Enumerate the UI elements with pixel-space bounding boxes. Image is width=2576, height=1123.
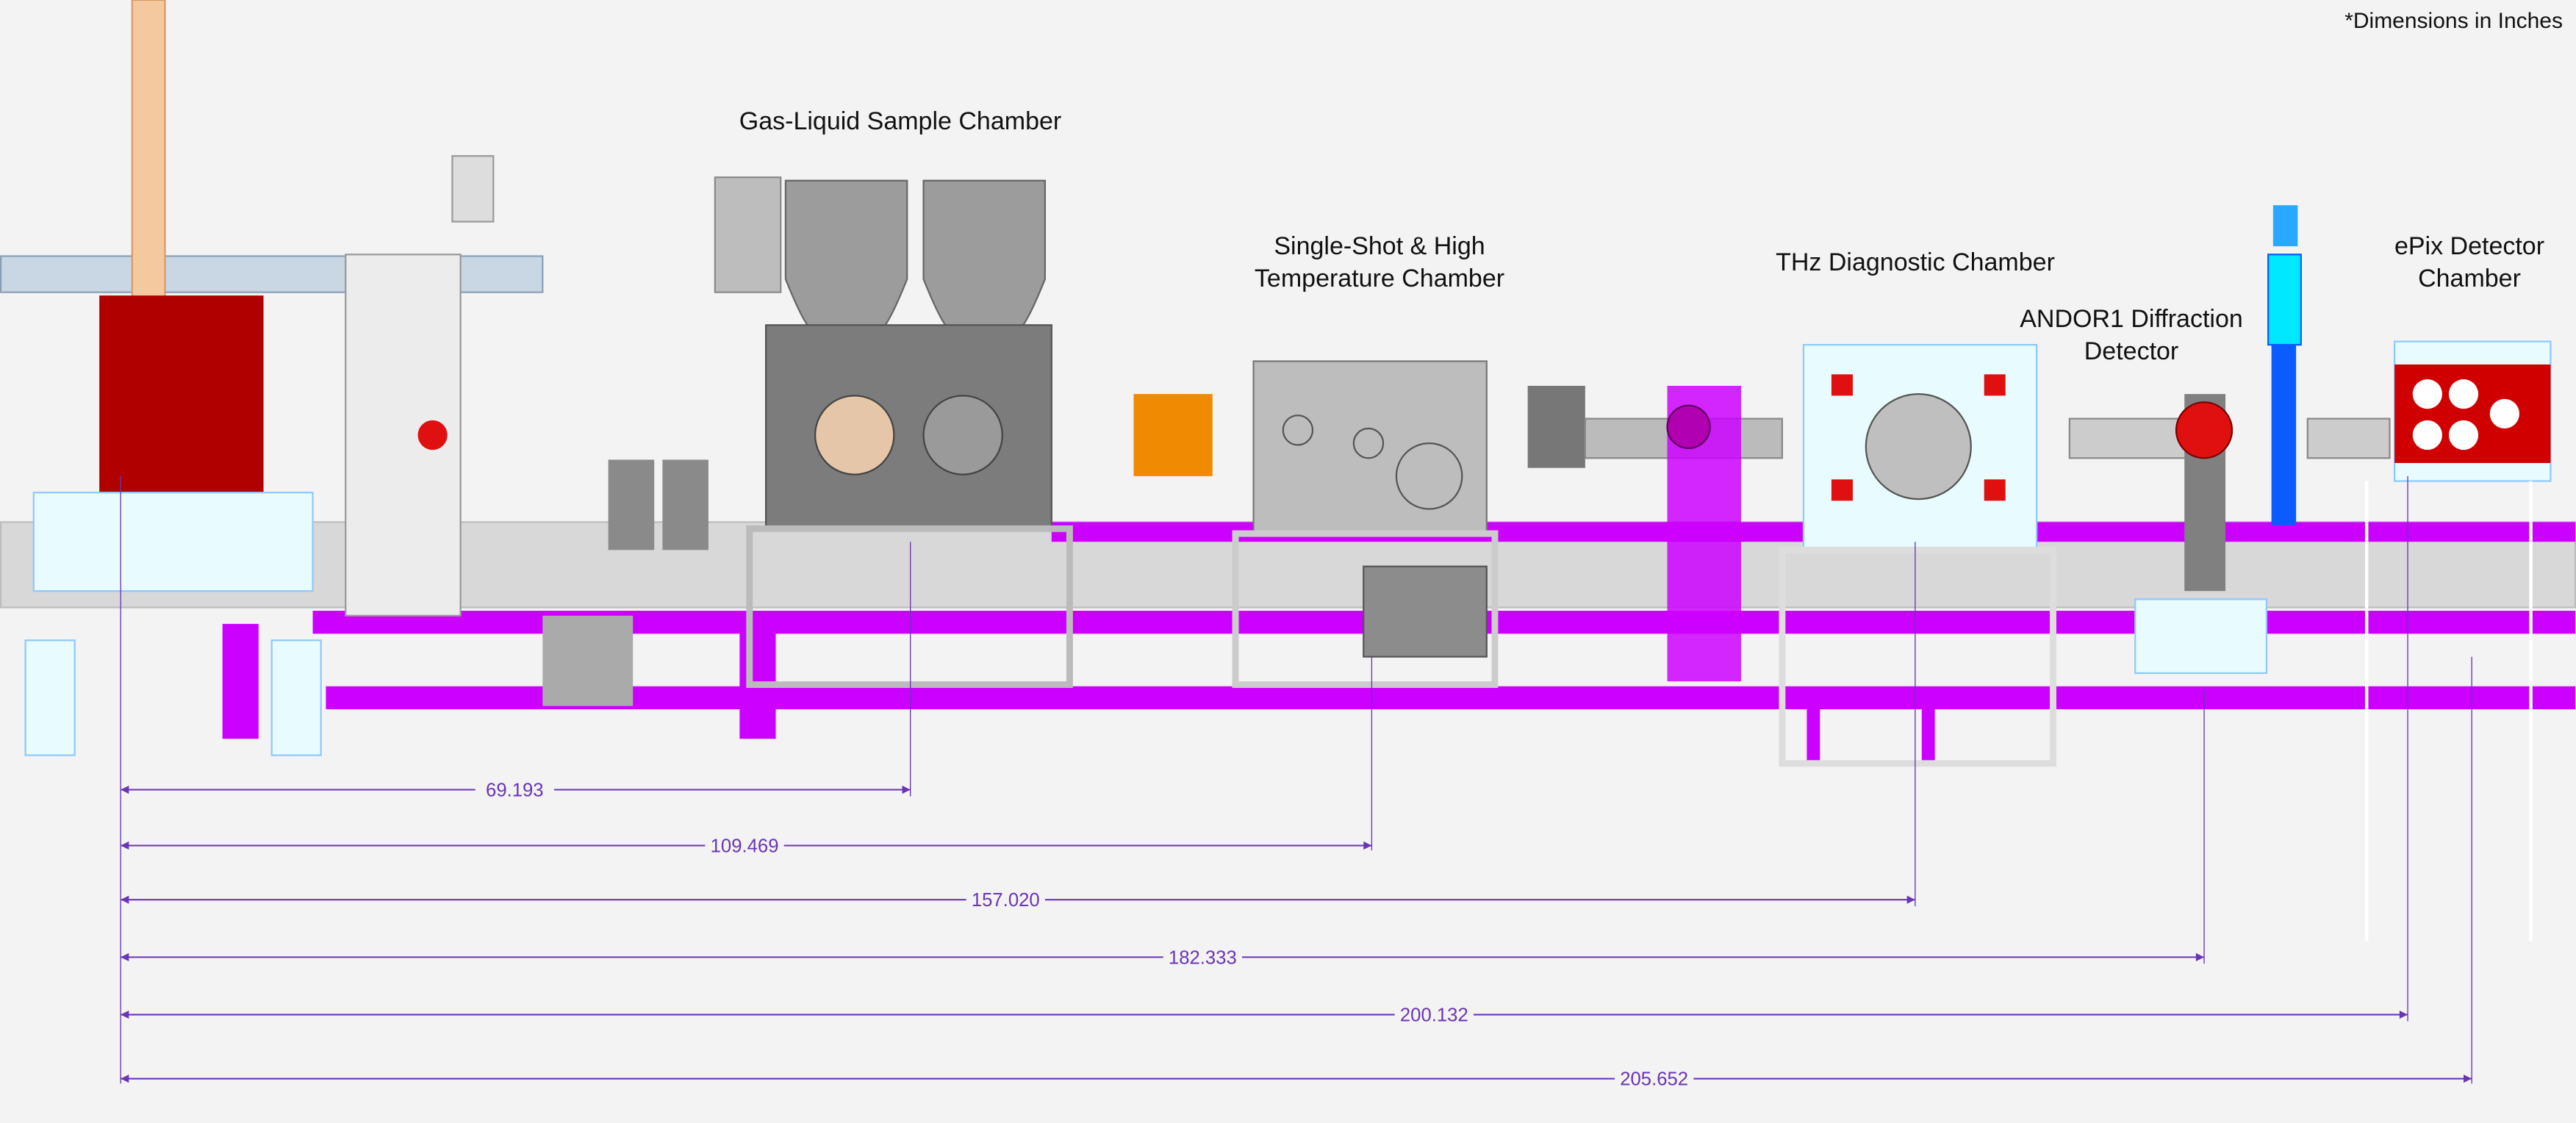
label-thz-chamber: THz Diagnostic Chamber [1776,248,2055,276]
label-single-shot-line1: Single-Shot & High [1274,232,1485,260]
port [1352,427,1385,459]
dimension-arrowhead [121,841,129,850]
left-foot [24,639,76,756]
dimension-arrowhead [902,785,911,794]
beam-pipe [2068,417,2194,459]
bottom-mount [1363,565,1488,658]
dimension-label-bg [1394,1002,1474,1027]
blue-bracket [2272,205,2298,247]
flange [1831,374,1853,396]
left-stand [32,492,314,592]
table-leg [1807,689,1820,764]
flange [1831,479,1853,501]
dimension-value: 109.469 [711,836,779,856]
dimension-0: 69.193 [121,778,911,802]
epix-flange-plate [2394,364,2551,463]
epix-stand [2529,481,2533,941]
dimension-arrowhead [121,785,129,794]
table-leg [222,623,259,739]
gas-liquid-chamber-body [764,324,1052,530]
blue-detector-head [2267,254,2302,346]
dimension-label-bg [966,888,1045,911]
label-single-shot-line2: Temperature Chamber [1254,265,1505,293]
port [2448,379,2479,409]
label-andor-line1: ANDOR1 Diffraction [2020,305,2243,333]
dimension-label-bg [705,833,784,858]
beam-pipe [2306,417,2391,459]
dimension-arrowhead [1906,895,1915,904]
epix-stand [2364,481,2369,941]
pump-block [542,615,634,706]
dimension-arrowhead [121,1010,129,1019]
dimension-arrowhead [2399,1010,2408,1019]
dimension-4: 200.132 [121,1002,2408,1027]
dome-left [784,179,908,329]
dimension-value: 182.333 [1169,947,1237,968]
valve [608,459,655,550]
side-plate [714,176,782,293]
port [1282,415,1314,446]
port [2448,420,2479,451]
dimension-label-bg [1615,1067,1694,1091]
flange [1984,479,2006,501]
chamber-stand [746,525,1073,689]
dimension-value: 69.193 [486,780,544,800]
label-epix-line2: Chamber [2418,265,2521,293]
dimension-value: 200.132 [1400,1005,1468,1025]
port [1395,442,1463,510]
dimension-3: 182.333 [121,945,2205,969]
dome-right [922,179,1046,329]
dimension-value: 157.020 [972,890,1040,911]
label-epix-line1: ePix Detector [2394,232,2545,260]
dimension-arrowhead [2463,1074,2472,1083]
units-note: *Dimensions in Inches [2344,9,2563,33]
orange-bellows [1133,394,1213,476]
port [2412,420,2442,451]
table-leg [1921,689,1935,764]
andor-stand [2134,598,2268,675]
dimension-value: 205.652 [1620,1069,1688,1090]
dimension-1: 109.469 [121,833,1372,858]
dimension-arrowhead [121,895,129,904]
andor-flange [2175,401,2234,459]
chamber-stand [1232,530,1499,689]
table-lower-rail [326,686,2575,710]
cross [1666,404,1711,449]
dimension-arrowhead [121,952,129,961]
gate-valve [1527,385,1585,468]
valve [662,459,708,550]
dimension-2: 157.020 [121,888,1915,911]
dimension-extension-lines [120,476,2472,1084]
gauge [451,155,495,223]
dimension-5: 205.652 [121,1067,2472,1091]
chamber-stand [1779,546,2056,767]
viewport [814,395,895,476]
port [2489,398,2519,429]
single-shot-chamber-body [1252,360,1488,535]
dimension-arrowhead [121,1074,129,1083]
thz-window [1865,393,1972,500]
port [2412,379,2442,409]
dimension-arrowhead [1363,841,1372,850]
dimension-label-bg [475,778,554,802]
dimension-label-bg [1163,945,1242,969]
flange [1984,374,2006,396]
dimensions: 69.193 109.469 157.020 182.333 200.132 205.65… [121,778,2472,1091]
viewport [922,395,1003,476]
flange [417,420,448,451]
left-foot [270,639,322,756]
label-gas-liquid-chamber: Gas-Liquid Sample Chamber [739,107,1062,135]
blue-detector-arm [2271,345,2297,525]
label-andor-line2: Detector [2084,337,2179,365]
dimension-arrowhead [2195,952,2205,961]
